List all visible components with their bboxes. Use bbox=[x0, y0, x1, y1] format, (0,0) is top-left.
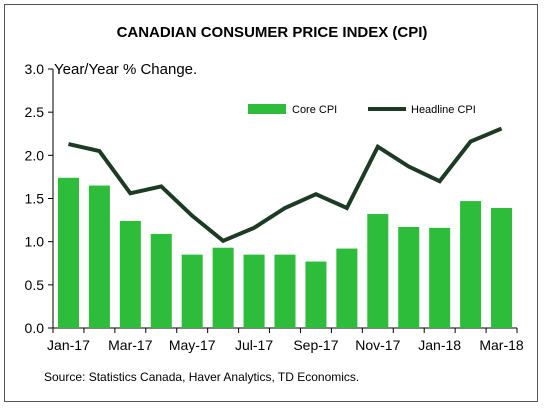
y-tick-label: 0.5 bbox=[25, 277, 45, 293]
headline-cpi-line bbox=[68, 126, 503, 244]
y-tick-label: 3.0 bbox=[25, 61, 45, 77]
core-cpi-bar bbox=[305, 261, 327, 328]
core-cpi-bar bbox=[243, 254, 265, 328]
x-tick-label: Jan-18 bbox=[418, 337, 461, 353]
y-tick-label: 1.5 bbox=[25, 191, 45, 207]
core-cpi-bar bbox=[212, 247, 234, 328]
legend: Core CPI Headline CPI bbox=[248, 104, 476, 116]
core-cpi-bar bbox=[119, 220, 141, 328]
core-cpi-bar bbox=[336, 248, 358, 328]
source-note: Source: Statistics Canada, Haver Analyti… bbox=[44, 370, 359, 384]
core-cpi-bar bbox=[367, 214, 389, 328]
y-axis-label: Year/Year % Change. bbox=[54, 61, 197, 78]
core-cpi-bar bbox=[460, 201, 482, 328]
x-tick-label: Jul-17 bbox=[235, 337, 273, 353]
core-cpi-bar bbox=[57, 177, 79, 328]
x-tick-label: Nov-17 bbox=[355, 337, 400, 353]
x-tick-label: Mar-18 bbox=[479, 337, 524, 353]
legend-core-cpi-swatch bbox=[248, 104, 286, 114]
x-tick-label: Jan-17 bbox=[47, 337, 90, 353]
y-tick-label: 1.0 bbox=[25, 234, 45, 250]
x-tick-label: Sep-17 bbox=[293, 337, 338, 353]
core-cpi-bar bbox=[398, 226, 420, 328]
y-tick-label: 2.0 bbox=[25, 147, 45, 163]
y-tick-label: 0.0 bbox=[25, 320, 45, 336]
core-cpi-bar bbox=[429, 227, 451, 328]
y-tick-label: 2.5 bbox=[25, 104, 45, 120]
core-cpi-bar bbox=[88, 185, 110, 328]
core-cpi-bar bbox=[274, 254, 296, 328]
x-tick-label: Mar-17 bbox=[108, 337, 153, 353]
core-cpi-bar bbox=[150, 233, 172, 328]
core-cpi-bar bbox=[181, 254, 203, 328]
legend-headline-cpi-label: Headline CPI bbox=[411, 104, 476, 116]
plot-area: 0.0 0.5 1.0 1.5 2.0 2.5 3.0 Jan-17 Mar-17 May-17 J… bbox=[25, 61, 524, 353]
chart-title: CANADIAN CONSUMER PRICE INDEX (CPI) bbox=[117, 24, 428, 41]
x-tick-label: May-17 bbox=[169, 337, 216, 353]
core-cpi-bar bbox=[491, 207, 513, 328]
legend-core-cpi-label: Core CPI bbox=[292, 104, 337, 116]
